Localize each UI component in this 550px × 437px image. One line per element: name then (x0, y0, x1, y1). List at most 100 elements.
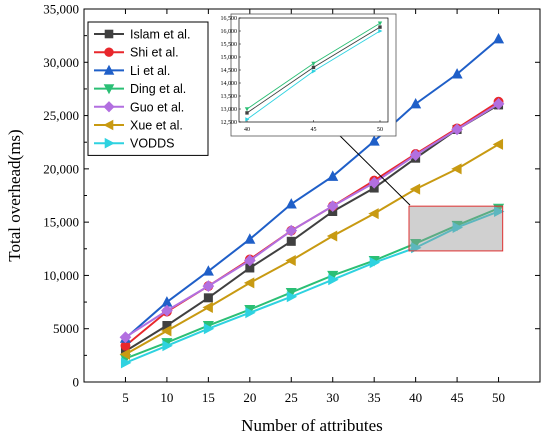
x-axis-label: Number of attributes (241, 416, 383, 435)
inset-data-point (244, 107, 250, 112)
data-point (328, 274, 339, 286)
inset-y-tick-label: 16,500 (221, 16, 238, 22)
series-line-ding-et-al (125, 207, 499, 360)
x-axis: 5 10 15 20 25 30 35 40 45 50 (122, 9, 505, 405)
series-vodds (120, 205, 505, 369)
data-point (285, 198, 297, 209)
y-tick-label: 15,000 (43, 215, 79, 230)
legend: Islam et al. Shi et al. Li et al. Ding et a… (87, 21, 209, 156)
inset-chart: 12,500 13,000 13,500 14,000 14,500 15,000 15,5… (221, 13, 397, 137)
series-layer (119, 32, 505, 369)
legend-label: Li et al. (130, 64, 170, 78)
data-point (409, 149, 422, 161)
series-line-guo-et-al (124, 102, 500, 339)
x-tick-label: 5 (122, 390, 129, 405)
inset-x-tick-label: 50 (377, 127, 383, 133)
data-point (326, 200, 339, 213)
zoom-region-box (329, 125, 504, 252)
data-point (368, 176, 381, 189)
inset-y-tick-label: 14,500 (221, 68, 238, 74)
data-point (202, 265, 214, 276)
legend-label: Ding et al. (130, 82, 186, 96)
y-tick-label: 20,000 (43, 161, 79, 176)
inset-x-tick-label: 45 (311, 127, 317, 133)
data-point (368, 208, 379, 220)
x-tick-label: 25 (285, 390, 298, 405)
x-tick-label: 35 (368, 390, 381, 405)
legend-marker (103, 64, 115, 75)
data-point (492, 138, 504, 150)
data-point (245, 307, 256, 319)
inset-y-tick-label: 15,500 (221, 42, 238, 48)
data-point (286, 236, 296, 246)
data-point (409, 183, 421, 195)
legend-label: Xue et al. (130, 119, 183, 133)
inset-y-tick-label: 13,000 (221, 107, 238, 113)
zoom-arrow (329, 125, 411, 206)
series-guo-et-al (119, 97, 505, 344)
y-tick-label: 0 (73, 375, 80, 390)
data-point (202, 301, 213, 313)
data-point (326, 230, 338, 242)
data-point (120, 357, 132, 369)
data-point (327, 170, 339, 181)
data-point (285, 224, 298, 237)
x-tick-label: 10 (160, 390, 173, 405)
inset-y-tick-label: 16,000 (221, 29, 238, 35)
inset-y-tick-label: 15,000 (221, 55, 238, 61)
legend-item-vodds: VODDS (94, 137, 174, 151)
data-point (243, 254, 256, 267)
data-point (119, 348, 130, 360)
data-point (162, 340, 173, 352)
inset-x-tick-label: 40 (244, 127, 250, 133)
x-tick-label: 20 (243, 390, 256, 405)
data-point (161, 325, 172, 337)
data-point (286, 291, 298, 303)
data-point (451, 123, 463, 136)
data-point (203, 293, 213, 303)
legend-label: VODDS (130, 137, 174, 151)
inset-data-point (311, 69, 316, 74)
legend-marker (104, 137, 115, 149)
data-point (410, 97, 422, 109)
legend-label: Guo et al. (130, 100, 184, 114)
y-tick-label: 25,000 (43, 108, 79, 123)
data-point (451, 68, 463, 79)
legend-marker (103, 84, 115, 95)
data-point (411, 242, 422, 254)
inset-y-tick-label: 12,500 (221, 120, 238, 126)
data-point (452, 221, 463, 234)
legend-item-ding-et-al: Ding et al. (94, 82, 186, 96)
inset-y-tick-label: 13,500 (221, 94, 238, 100)
series-line-li-et-al (124, 38, 500, 340)
data-point (493, 32, 505, 44)
legend-marker (104, 47, 114, 57)
legend-label: Islam et al. (130, 28, 190, 42)
data-point (202, 280, 215, 292)
inset-data-point (377, 21, 383, 26)
x-tick-label: 40 (409, 390, 422, 405)
data-point (243, 277, 255, 289)
legend-item-islam-et-al: Islam et al. (94, 28, 190, 42)
inset-data-point (245, 111, 249, 115)
y-axis-label: Total overhead(ms) (5, 129, 24, 261)
data-point (119, 331, 132, 344)
inset-data-point (378, 28, 383, 34)
series-line-islam-et-al (124, 104, 500, 352)
data-point (161, 304, 173, 317)
legend-marker (103, 101, 115, 113)
legend-item-li-et-al: Li et al. (94, 64, 170, 78)
y-tick-label: 30,000 (43, 55, 79, 70)
y-tick-label: 35,000 (43, 2, 79, 17)
x-tick-label: 45 (451, 390, 464, 405)
inset-data-point (378, 25, 382, 29)
data-point (451, 163, 462, 175)
series-xue-et-al (119, 138, 504, 360)
zoom-rectangle (408, 205, 504, 252)
legend-item-guo-et-al: Guo et al. (94, 100, 184, 114)
inset-data-point (245, 117, 250, 122)
legend-item-xue-et-al: Xue et al. (94, 119, 183, 133)
y-tick-label: 5000 (53, 321, 79, 336)
legend-label: Shi et al. (130, 46, 179, 60)
legend-marker (103, 119, 114, 131)
